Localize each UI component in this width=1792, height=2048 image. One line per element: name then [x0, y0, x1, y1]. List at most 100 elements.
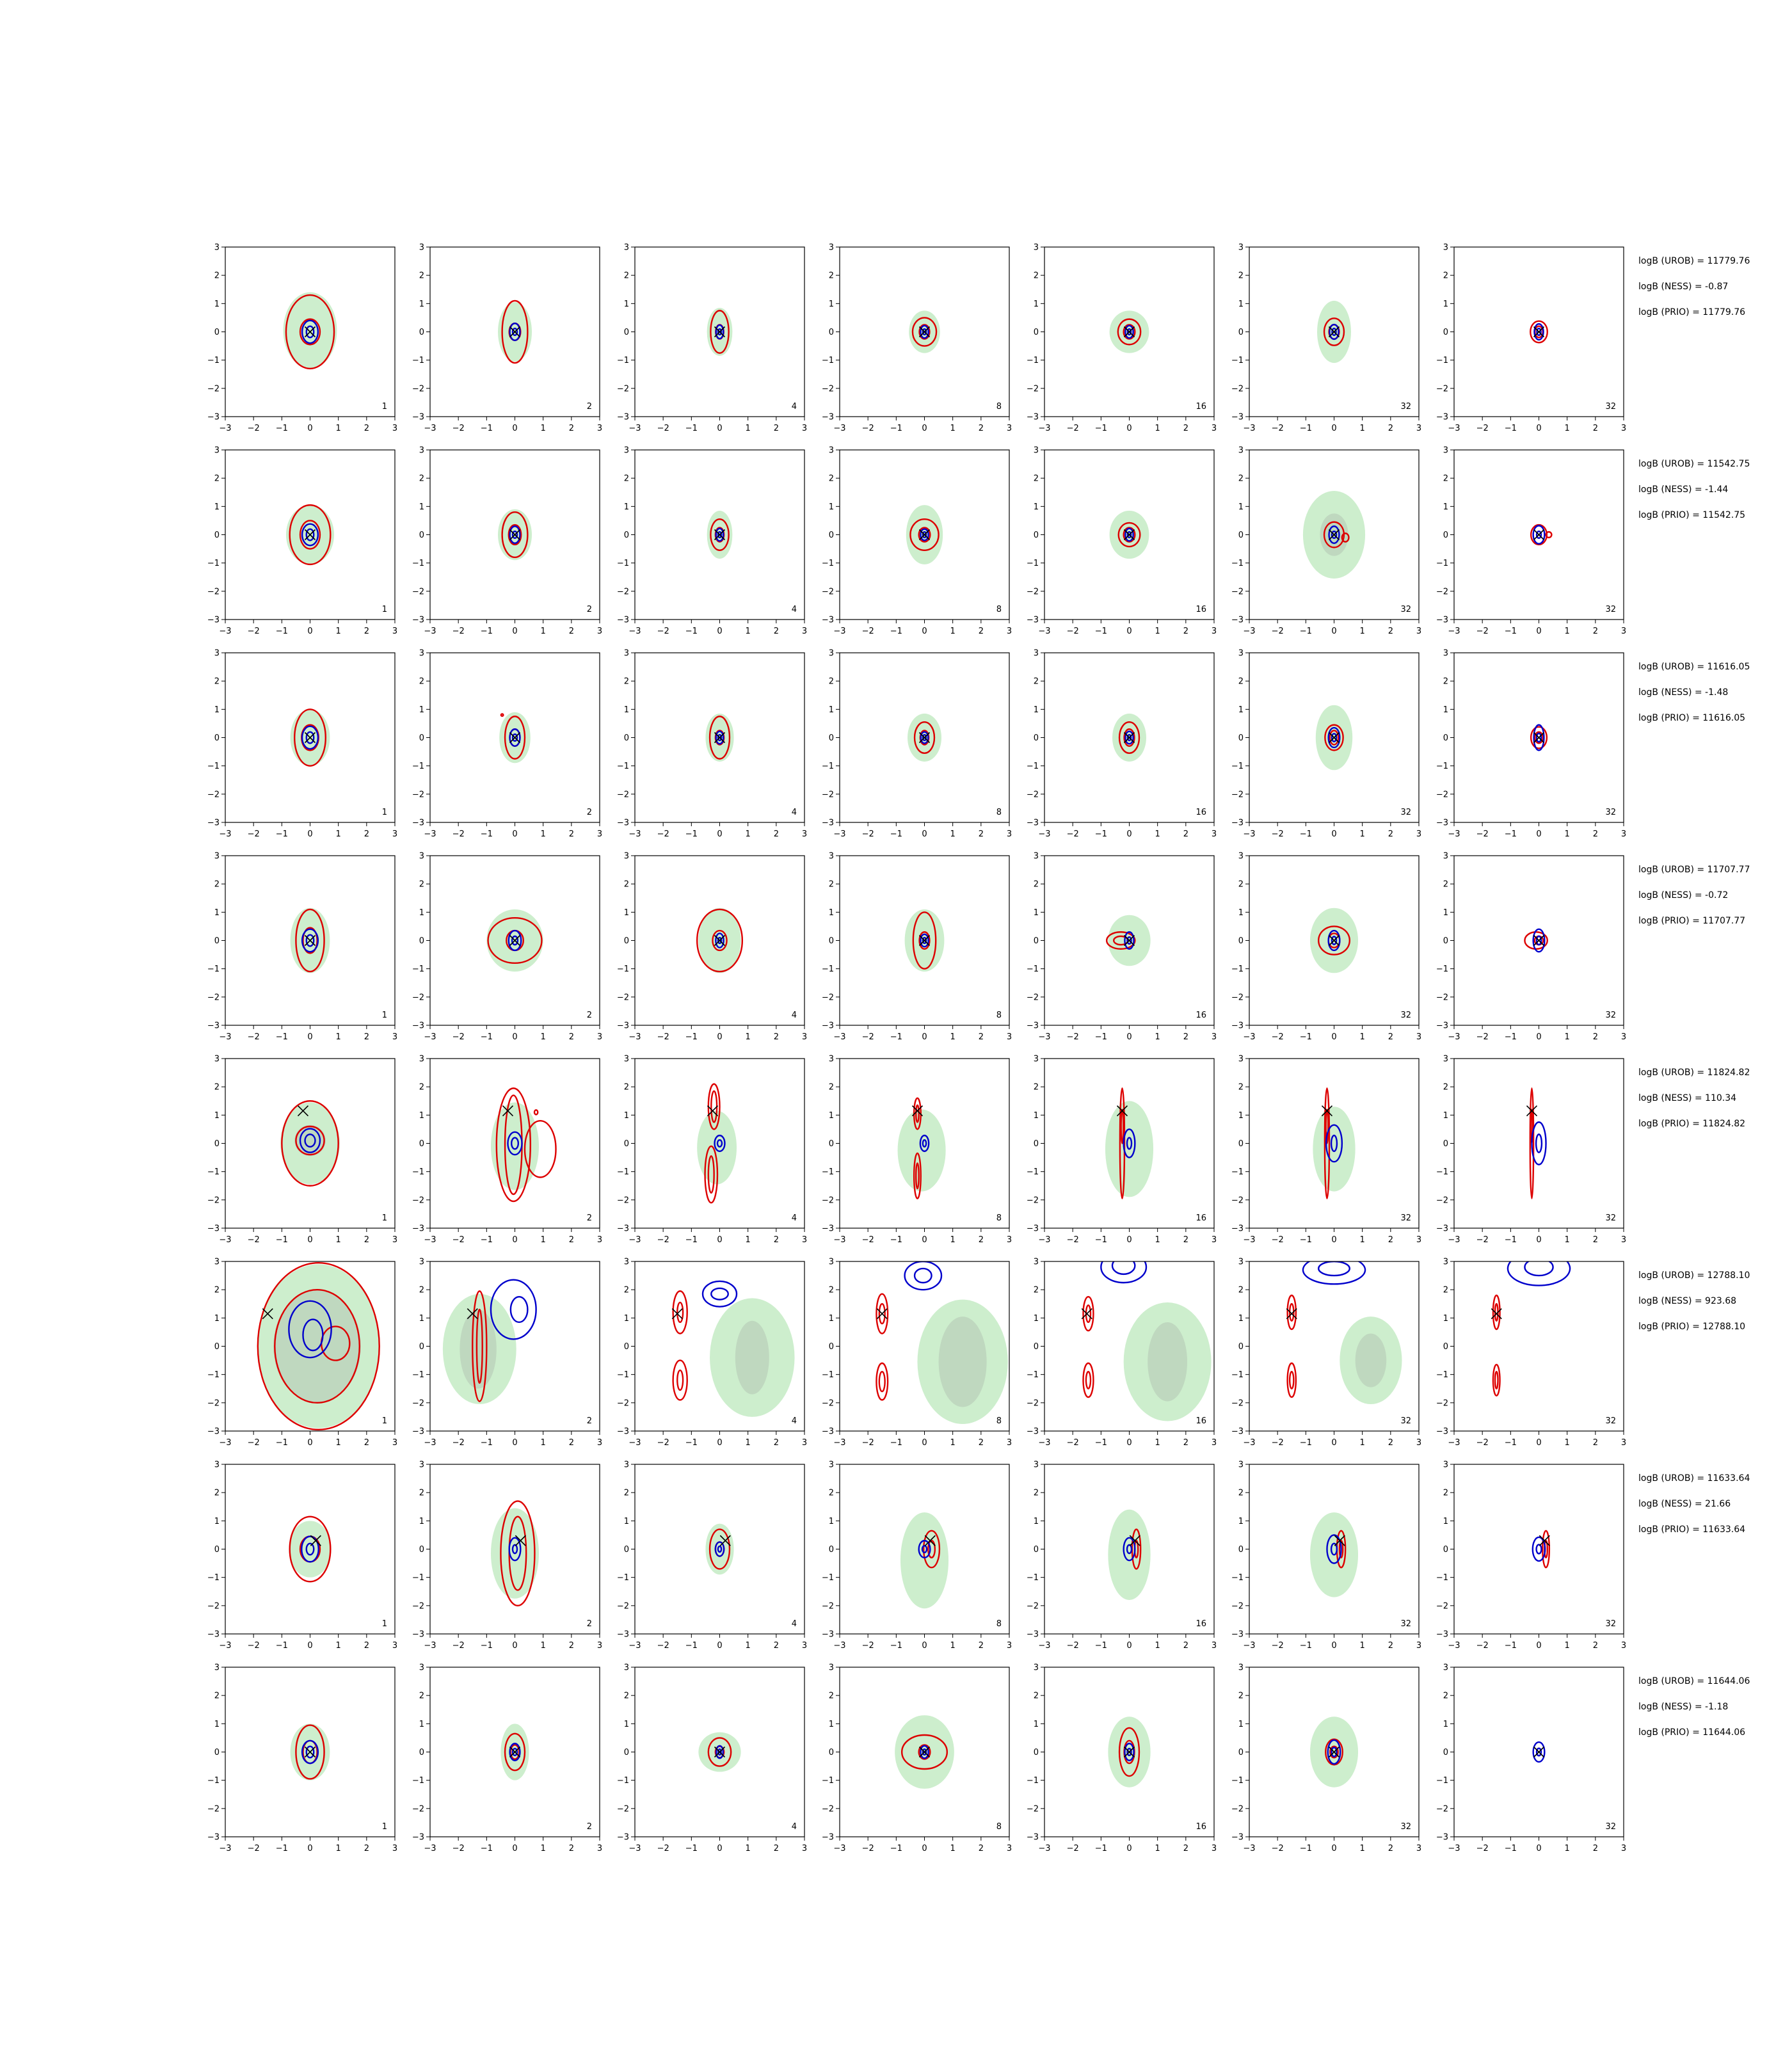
y-tick-label: 1	[1443, 705, 1448, 715]
y-tick-label: −2	[1027, 1196, 1039, 1205]
y-tick-label: 1	[214, 1111, 220, 1121]
panel-r1-c4: −3 −3 −2 −2 −1 −1 0 0 1 1 2 2 3 3 8	[822, 243, 1012, 434]
panel-label: 32	[1605, 808, 1616, 817]
x-tick-label: −3	[1448, 1844, 1460, 1853]
y-tick-label: 1	[829, 1314, 834, 1324]
x-tick-label: 1	[336, 424, 341, 433]
y-tick-label: 3	[419, 243, 424, 253]
x-tick-label: 1	[950, 1235, 956, 1245]
blue-contour	[920, 731, 929, 744]
y-tick-label: −3	[822, 1630, 834, 1640]
y-tick-label: 1	[829, 1517, 834, 1526]
panel-label: 1	[382, 1213, 387, 1223]
x-tick-label: −3	[833, 1641, 845, 1651]
y-tick-label: −2	[207, 1196, 220, 1205]
red-contour	[295, 908, 325, 973]
y-tick-label: −1	[822, 1573, 834, 1583]
y-tick-label: −1	[617, 559, 629, 568]
x-tick-label: −2	[657, 627, 669, 636]
x-tick-label: 0	[512, 1641, 517, 1651]
x-tick-label: −2	[862, 1235, 874, 1245]
y-tick-label: 1	[419, 300, 424, 309]
y-tick-label: −2	[1436, 1804, 1448, 1814]
x-tick-label: 0	[1331, 1032, 1336, 1042]
panel-r5-c7: −3−3 −2 −2 −1 −1 0 0 1 1 2 2 3 3 32	[1436, 1055, 1626, 1245]
y-tick-label: −1	[207, 1776, 220, 1786]
y-tick-label: −2	[617, 1398, 629, 1408]
panel-r8-c7: −3−3 −2 −2 −1 −1 0 0 1 1 2 2 3 3 32	[1436, 1663, 1626, 1854]
y-tick-label: −3	[1027, 819, 1039, 828]
y-tick-label: −2	[412, 790, 424, 799]
x-tick-label: −3	[1243, 1032, 1255, 1042]
y-tick-label: 3	[214, 1055, 220, 1064]
row-6-stat-1: logB (UROB) = 12788.10	[1638, 1270, 1750, 1281]
y-tick-label: −3	[207, 616, 220, 625]
x-marker	[262, 1308, 273, 1320]
panel-label: 1	[382, 1011, 387, 1020]
y-tick-label: −3	[412, 1630, 424, 1640]
x-tick-label: 3	[597, 627, 602, 636]
y-tick-label: 1	[624, 1720, 629, 1729]
x-marker	[509, 529, 521, 541]
y-tick-label: −3	[1231, 1833, 1244, 1843]
x-tick-label: −2	[248, 1438, 260, 1448]
blue-contour	[717, 1545, 723, 1553]
blue-contour	[920, 933, 929, 948]
blue-contour	[299, 1128, 321, 1153]
x-tick-label: −3	[833, 1844, 845, 1853]
red-contour	[1120, 1108, 1124, 1144]
x-marker	[719, 1535, 731, 1546]
y-tick-label: −1	[822, 964, 834, 974]
blue-contour	[1532, 1741, 1546, 1763]
red-contour	[1524, 931, 1548, 950]
y-tick-label: 3	[1238, 1663, 1244, 1673]
x-tick-label: −3	[1243, 424, 1255, 433]
x-tick-label: 0	[922, 1438, 927, 1448]
y-tick-label: −1	[1027, 356, 1039, 365]
panel-r4-c1: −3−3 −2 −2 −1 −1 0 0 1 1 2 2 3 3 1	[207, 852, 397, 1043]
x-tick-label: 2	[569, 1844, 574, 1853]
x-tick-label: −3	[833, 424, 845, 433]
y-tick-label: −2	[617, 790, 629, 799]
blue-contour	[920, 1745, 929, 1759]
x-tick-label: 0	[922, 829, 927, 839]
x-tick-label: −3	[219, 424, 231, 433]
x-tick-label: 0	[1126, 424, 1132, 433]
blue-contour	[921, 1544, 928, 1553]
x-tick-label: 0	[307, 829, 312, 839]
y-tick-label: 2	[1034, 1286, 1039, 1295]
y-tick-label: −2	[207, 384, 220, 394]
y-tick-label: −3	[822, 1021, 834, 1031]
x-tick-label: −3	[1243, 829, 1255, 839]
y-tick-label: −1	[1027, 1167, 1039, 1177]
x-tick-label: 3	[802, 627, 807, 636]
y-tick-label: 1	[214, 1517, 220, 1526]
red-contour	[707, 1737, 732, 1767]
y-tick-label: 1	[1034, 705, 1039, 715]
y-tick-label: 1	[1443, 1111, 1448, 1121]
y-tick-label: 0	[214, 936, 220, 946]
panel-label: 4	[792, 402, 797, 412]
x-tick-label: 1	[336, 627, 341, 636]
y-tick-label: 3	[829, 1055, 834, 1064]
x-tick-label: −2	[1476, 424, 1489, 433]
y-tick-label: −3	[412, 1427, 424, 1437]
y-tick-label: −2	[412, 1196, 424, 1205]
x-tick-label: 2	[1593, 424, 1598, 433]
x-tick-label: −1	[481, 829, 493, 839]
x-tick-label: 3	[597, 1438, 602, 1448]
blue-contour	[1124, 931, 1135, 950]
x-tick-label: 1	[1565, 1235, 1570, 1245]
x-tick-label: 3	[1007, 627, 1012, 636]
x-tick-label: 2	[1388, 627, 1393, 636]
panel-r6-c1: −3−3 −2 −2 −1 −1 0 0 1 1 2 2 3 3 1	[207, 1258, 397, 1448]
y-tick-label: −2	[1027, 384, 1039, 394]
x-tick-label: 2	[979, 1641, 984, 1651]
x-tick-label: −2	[1476, 1844, 1489, 1853]
blue-contour	[1535, 935, 1542, 946]
x-tick-label: 1	[950, 1032, 956, 1042]
y-tick-label: 2	[1238, 1692, 1244, 1701]
y-tick-label: 0	[419, 936, 424, 946]
y-tick-label: 1	[1238, 300, 1244, 309]
x-tick-label: −1	[481, 1641, 493, 1651]
